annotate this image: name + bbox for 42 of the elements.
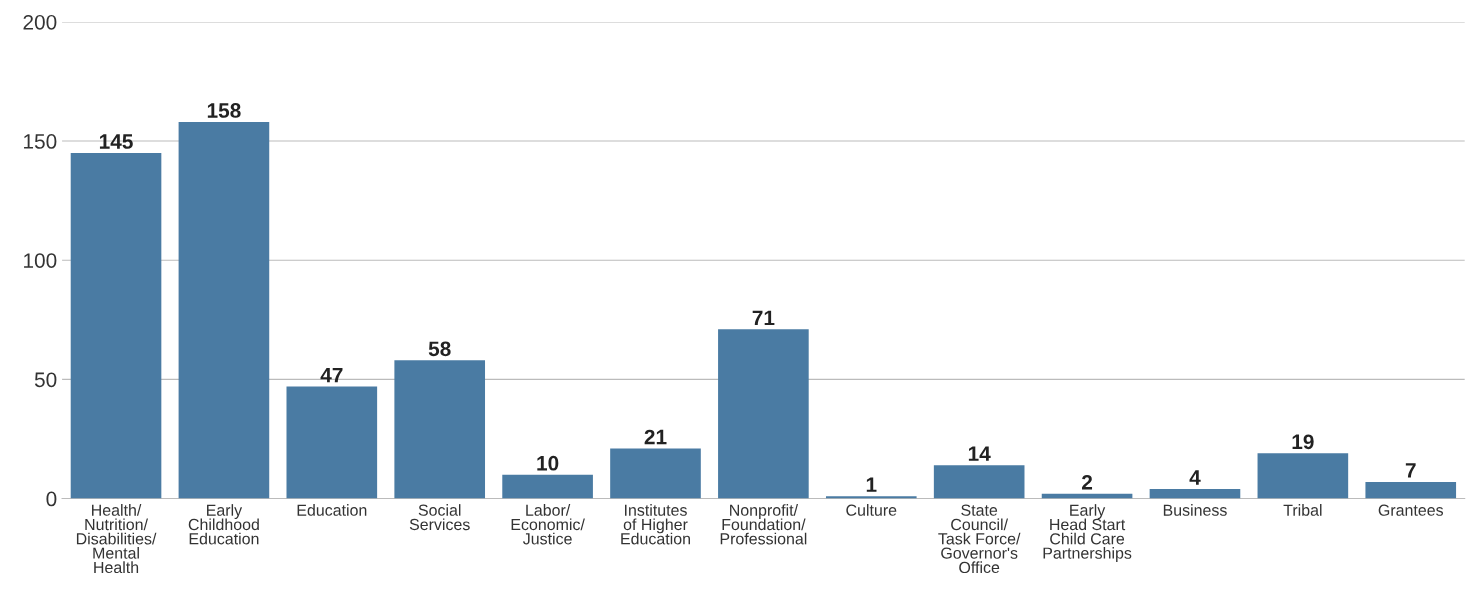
bar: [1149, 489, 1241, 499]
data-label: 10: [537, 455, 559, 471]
bar: [1365, 481, 1457, 499]
bar: [70, 152, 162, 499]
bar: [610, 448, 701, 499]
x-tick-label: Business: [1163, 504, 1227, 516]
y-tick-label: 0: [46, 491, 57, 507]
data-label: 1: [866, 477, 877, 492]
data-label: 19: [1292, 434, 1314, 450]
x-tick-label: Tribal: [1283, 504, 1322, 516]
data-label: 145: [99, 134, 133, 149]
data-label: 158: [207, 103, 241, 118]
x-tick-label: Early Childhood Education: [188, 504, 259, 545]
y-tick-label: 50: [34, 372, 57, 388]
x-tick-label: Early Head Start Child Care Partnerships: [1043, 504, 1132, 562]
data-label: 2: [1082, 474, 1093, 490]
data-label: 71: [752, 310, 775, 326]
data-label: 4: [1189, 470, 1201, 485]
x-tick-label: Institutes of Higher Education: [621, 504, 690, 545]
y-tick-label: 200: [23, 14, 57, 30]
x-tick-label: State Council/ Task Force/ Governor's Office: [938, 504, 1021, 574]
bar: [1257, 453, 1349, 499]
data-label: 47: [320, 367, 343, 383]
x-tick-label: Grantees: [1378, 504, 1444, 516]
bar: [718, 329, 809, 499]
x-tick-label: Education: [297, 504, 367, 516]
bar: [394, 360, 486, 499]
data-label: 58: [428, 341, 451, 357]
data-label: 7: [1405, 463, 1416, 478]
bar: [286, 386, 378, 499]
x-tick-label: Culture: [846, 504, 897, 516]
data-label: 14: [968, 446, 991, 461]
bar: [502, 474, 593, 499]
data-label: 21: [644, 429, 667, 445]
y-tick-label: 100: [24, 253, 57, 268]
y-tick-label: 150: [24, 134, 57, 149]
bar: [933, 465, 1025, 499]
x-tick-label: Nonprofit/ Foundation/ Professional: [720, 504, 807, 545]
x-tick-label: Social Services: [409, 504, 470, 531]
x-tick-label: Labor/ Economic/ Justice: [511, 504, 585, 545]
bar: [178, 121, 270, 499]
x-tick-label: Health/ Nutrition/ Disabilities/ Mental Health: [76, 504, 157, 574]
